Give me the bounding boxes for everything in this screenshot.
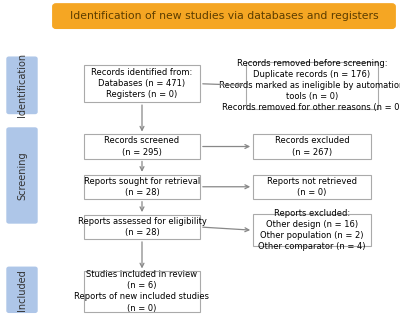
Text: Studies included in review
(n = 6)
Reports of new included studies
(n = 0): Studies included in review (n = 6) Repor…	[74, 270, 210, 313]
Text: Records excluded
(n = 267): Records excluded (n = 267)	[275, 137, 349, 156]
Bar	[84, 175, 200, 199]
Bar	[84, 65, 200, 102]
Text: Records identified from:
Databases (n = 471)
Registers (n = 0): Records identified from: Databases (n = …	[91, 68, 193, 99]
Bar	[253, 214, 371, 246]
FancyBboxPatch shape	[7, 267, 37, 312]
Bar	[84, 135, 200, 158]
FancyBboxPatch shape	[7, 128, 37, 223]
Text: Reports sought for retrieval
(n = 28): Reports sought for retrieval (n = 28)	[84, 177, 200, 197]
FancyBboxPatch shape	[7, 57, 37, 114]
Text: Screening: Screening	[17, 151, 27, 200]
Bar	[253, 175, 371, 199]
FancyBboxPatch shape	[53, 4, 395, 28]
Bar	[253, 135, 371, 158]
Text: Identification of new studies via databases and registers: Identification of new studies via databa…	[70, 11, 378, 21]
Text: Included: Included	[17, 269, 27, 311]
Text: Reports not retrieved
(n = 0): Reports not retrieved (n = 0)	[267, 177, 357, 197]
Bar	[84, 271, 200, 312]
Bar	[84, 215, 200, 239]
Text: Identification: Identification	[17, 53, 27, 118]
Text: Reports excluded:
Other design (n = 16)
Other population (n = 2)
Other comparato: Reports excluded: Other design (n = 16) …	[258, 209, 366, 251]
Bar	[246, 62, 378, 109]
Text: Records removed before screening:
Duplicate records (n = 176)
Records marked as : Records removed before screening: Duplic…	[219, 59, 400, 112]
Text: Reports assessed for eligibility
(n = 28): Reports assessed for eligibility (n = 28…	[78, 217, 206, 237]
Text: Records screened
(n = 295): Records screened (n = 295)	[104, 137, 180, 156]
